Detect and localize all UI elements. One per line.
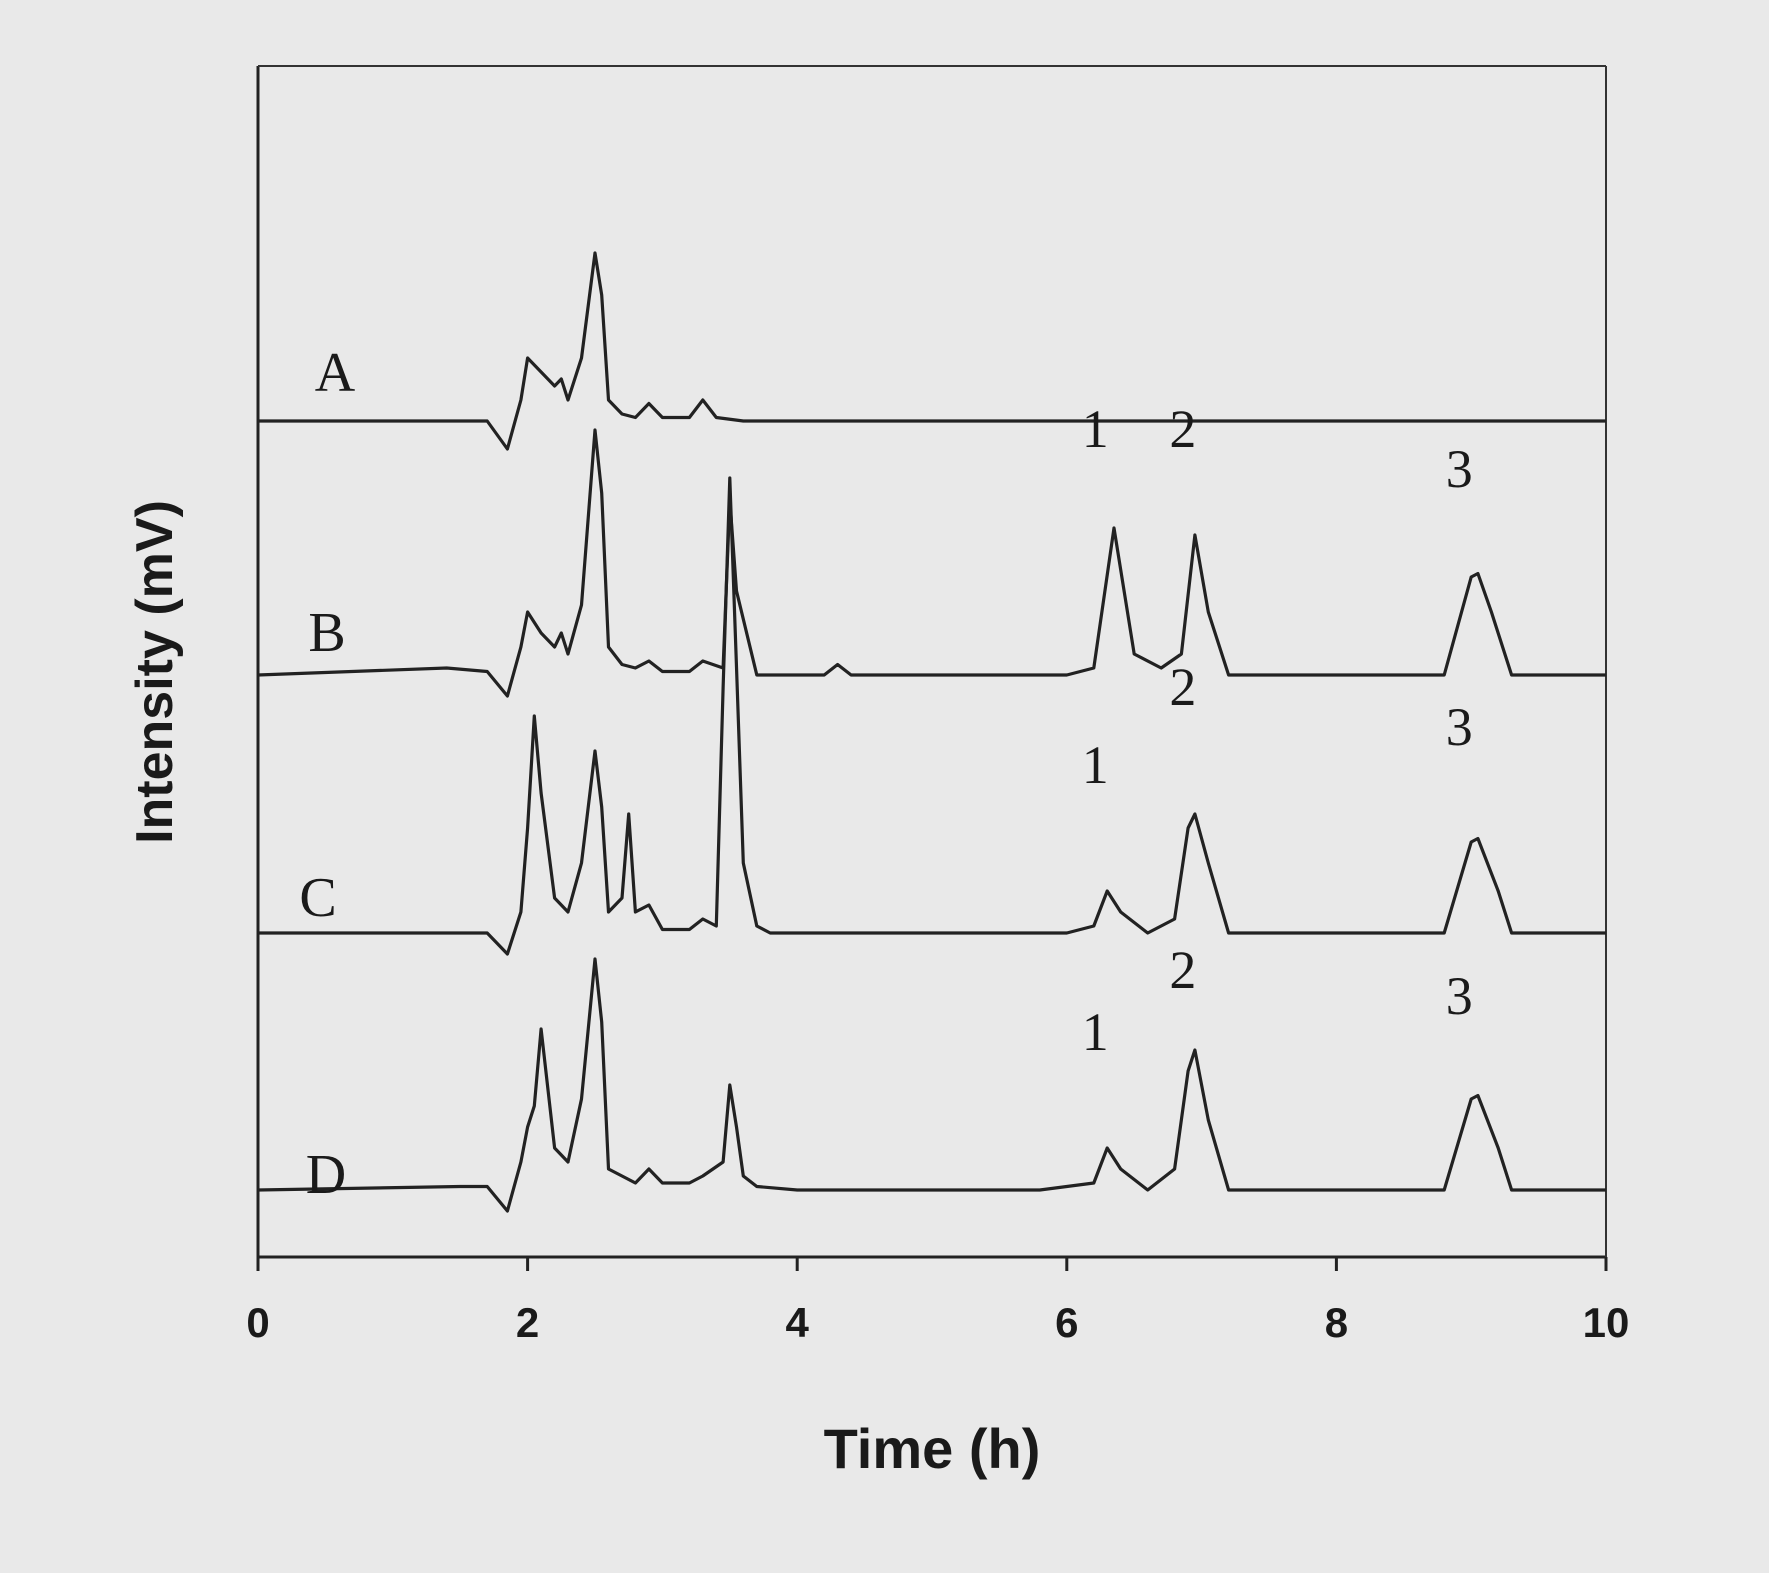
peak-label-C-2: 2 [1169, 657, 1196, 717]
x-tick-label-0: 0 [246, 1299, 269, 1346]
x-ticks: 0 2 4 6 8 10 [246, 1257, 1629, 1346]
peak-label-D-3: 3 [1446, 966, 1473, 1026]
trace-label-C: C [299, 867, 336, 929]
x-tick-label-8: 8 [1325, 1299, 1348, 1346]
plot-frame [256, 65, 1607, 1259]
trace-label-D: D [306, 1144, 346, 1206]
peak-label-B-3: 3 [1446, 439, 1473, 499]
peak-label-B-2: 2 [1169, 399, 1196, 459]
peak-label-D-2: 2 [1169, 940, 1196, 1000]
x-axis-title: Time (h) [824, 1417, 1041, 1480]
trace-B [257, 428, 1606, 698]
peak-label-D-1: 1 [1082, 1002, 1109, 1062]
peak-label-C-3: 3 [1446, 697, 1473, 757]
trace-labels: A B C D [299, 342, 355, 1206]
x-tick-label-6: 6 [1055, 1299, 1078, 1346]
trace-label-B: B [308, 602, 345, 664]
peak-label-C-1: 1 [1082, 735, 1109, 795]
x-tick-label-2: 2 [516, 1299, 539, 1346]
trace-label-A: A [315, 342, 356, 404]
trace-A [258, 251, 1606, 451]
y-axis-title: Intensity (mV) [126, 500, 184, 844]
trace-C [258, 476, 1606, 956]
x-tick-label-10: 10 [1583, 1299, 1630, 1346]
traces [257, 251, 1606, 1213]
peak-label-B-1: 1 [1082, 399, 1109, 459]
x-tick-label-4: 4 [786, 1299, 810, 1346]
trace-D [257, 957, 1606, 1213]
